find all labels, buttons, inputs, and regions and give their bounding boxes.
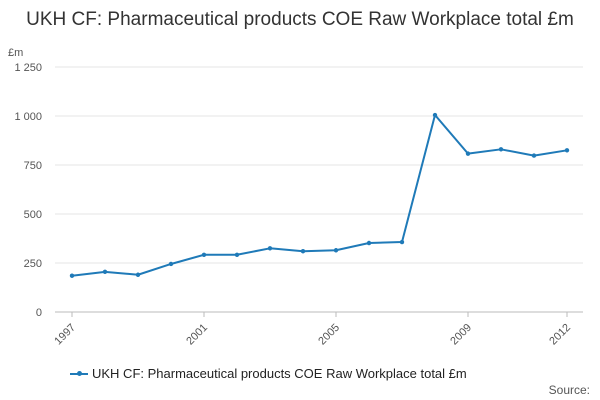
gridlines (55, 66, 583, 313)
x-tick-label: 2012 (547, 322, 573, 348)
data-point (333, 248, 339, 253)
data-point (234, 252, 240, 257)
y-tick-label: 750 (24, 160, 42, 172)
data-point (399, 239, 405, 245)
legend-swatch (70, 370, 88, 376)
series-group (69, 112, 570, 278)
series-line (71, 114, 568, 277)
data-point (531, 153, 537, 158)
y-tick-label: 0 (36, 307, 42, 319)
y-tick-label: 1 250 (14, 62, 42, 74)
data-point (300, 249, 306, 254)
chart-title: UKH CF: Pharmaceutical products COE Raw … (26, 9, 574, 30)
y-axis-ticks: 0 250 500 750 1 000 1 250 (14, 62, 42, 319)
x-tick-label: 2009 (448, 322, 474, 348)
x-axis-ticks: 1997 2001 2005 2009 2012 (52, 312, 573, 347)
legend-label: UKH CF: Pharmaceutical products COE Raw … (92, 366, 467, 381)
legend[interactable]: UKH CF: Pharmaceutical products COE Raw … (70, 366, 467, 381)
data-point (564, 148, 570, 153)
y-axis-label: £m (8, 47, 23, 59)
data-point (366, 240, 372, 246)
data-point (102, 269, 108, 275)
y-tick-label: 250 (24, 258, 42, 270)
data-point (201, 252, 207, 257)
data-point (135, 272, 141, 277)
data-point (168, 261, 174, 267)
data-point (267, 246, 273, 251)
x-tick-label: 1997 (52, 322, 78, 348)
data-point (465, 151, 471, 156)
data-point (432, 112, 438, 118)
source-label: Source: (548, 383, 590, 397)
x-tick-label: 2001 (184, 322, 210, 348)
x-tick-label: 2005 (316, 322, 342, 348)
data-point (498, 147, 504, 152)
y-tick-label: 1 000 (14, 111, 42, 123)
y-tick-label: 500 (24, 209, 42, 221)
data-point (69, 273, 75, 278)
